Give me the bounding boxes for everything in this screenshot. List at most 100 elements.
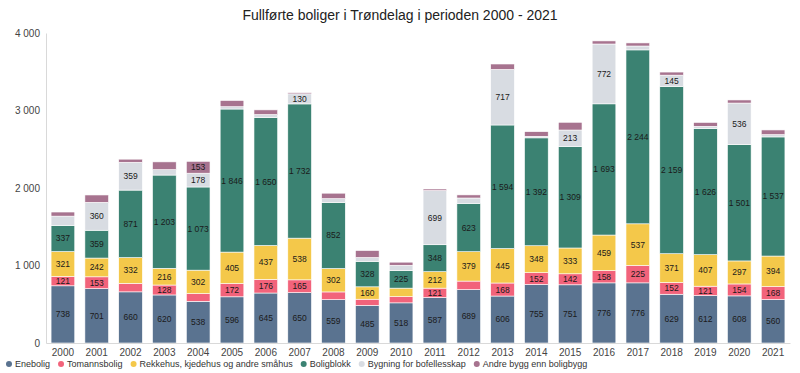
- data-label: 738: [56, 309, 70, 319]
- bar-segment: [626, 265, 650, 282]
- bar-segment: [727, 261, 751, 284]
- bar-segment: [558, 274, 582, 285]
- x-tick: 2005: [221, 343, 244, 358]
- bar-segment: [153, 162, 177, 170]
- data-label: 337: [56, 233, 70, 243]
- bar-segment: [254, 279, 278, 293]
- y-tick: 3 000: [15, 105, 46, 116]
- bar-segment: [457, 281, 481, 290]
- data-label: 560: [766, 316, 780, 326]
- bar-segment: [558, 248, 582, 274]
- legend-label: Rekkehus, kjedehus og andre småhus: [140, 359, 294, 369]
- bar-segment: [457, 198, 481, 203]
- data-label: 437: [259, 257, 273, 267]
- x-tick-label: 2018: [661, 347, 684, 358]
- bar-segment: [51, 225, 75, 251]
- data-label: 297: [732, 267, 746, 277]
- bar-segment: [220, 101, 244, 107]
- data-label: 225: [394, 274, 408, 284]
- x-axis-line: [47, 343, 791, 344]
- data-label: 152: [665, 283, 679, 293]
- bar-segment: [288, 238, 312, 280]
- bar-segment: [423, 189, 447, 191]
- bar-segment: [85, 277, 109, 289]
- bar-segment: [51, 216, 75, 225]
- bar-segment: [660, 294, 684, 343]
- bar-segment: [220, 252, 244, 283]
- bar-segment: [85, 289, 109, 343]
- data-label: 165: [293, 281, 307, 291]
- data-label: 1 392: [526, 187, 548, 197]
- data-label: 1 650: [255, 177, 277, 187]
- x-tick-label: 2015: [559, 347, 582, 358]
- bar-segment: [660, 282, 684, 294]
- bar-segment: [558, 285, 582, 343]
- data-label: 394: [766, 266, 780, 276]
- data-label: 213: [563, 133, 577, 143]
- data-label: 1 203: [154, 217, 176, 227]
- bar-segment: [525, 246, 549, 273]
- bar-segment: [355, 251, 379, 258]
- x-tick-label: 2012: [458, 347, 481, 358]
- data-label: 776: [631, 308, 645, 318]
- data-label: 650: [293, 313, 307, 323]
- bar-segment: [660, 86, 684, 253]
- data-label: 405: [225, 263, 239, 273]
- bar-segment: [355, 287, 379, 299]
- data-label: 701: [90, 311, 104, 321]
- bar-segment: [220, 297, 244, 343]
- y-axis: 01 0002 0003 0004 000: [15, 28, 47, 349]
- series: [51, 41, 785, 265]
- bar-segment: [119, 258, 143, 284]
- data-label: 328: [360, 269, 374, 279]
- y-axis-line: [46, 34, 47, 344]
- data-label: 121: [698, 286, 712, 296]
- bar-segment: [186, 161, 210, 173]
- bar-segment: [423, 272, 447, 288]
- x-tick-label: 2003: [153, 347, 176, 358]
- bar-segment: [389, 262, 413, 265]
- bar-segment: [626, 283, 650, 343]
- data-label: 302: [326, 275, 340, 285]
- bar-segment: [119, 283, 143, 292]
- bar-segment: [457, 252, 481, 281]
- bar-segment: [626, 46, 650, 50]
- data-label: 128: [157, 285, 171, 295]
- x-tick-label: 2011: [424, 347, 446, 358]
- bar-segment: [119, 190, 143, 258]
- x-tick-label: 2000: [52, 347, 75, 358]
- x-tick: 2001: [86, 343, 109, 358]
- data-label: 332: [123, 265, 137, 275]
- bar-segment: [491, 125, 515, 249]
- data-label: 178: [191, 175, 205, 185]
- x-tick-label: 2016: [593, 347, 616, 358]
- x-tick-label: 2014: [525, 347, 548, 358]
- data-label: 333: [563, 256, 577, 266]
- series: [51, 44, 785, 271]
- bar-segment: [761, 300, 785, 343]
- x-tick: 2015: [559, 343, 582, 358]
- bar-segment: [525, 132, 549, 137]
- data-label: 2 244: [627, 132, 649, 142]
- bar-segment: [288, 293, 312, 343]
- y-tick-label: 0: [34, 338, 40, 349]
- bar-segment: [694, 255, 718, 287]
- bar-segment: [355, 258, 379, 262]
- bar-segment: [694, 129, 718, 255]
- x-tick: 2014: [525, 343, 548, 358]
- data-label: 225: [631, 269, 645, 279]
- data-label: 154: [732, 285, 746, 295]
- data-label: 871: [123, 219, 137, 229]
- legend-item: Enebolig: [6, 359, 50, 369]
- bar-segment: [220, 109, 244, 252]
- y-tick-label: 1 000: [15, 260, 40, 271]
- bar-segment: [694, 296, 718, 343]
- bar-segment: [254, 115, 278, 118]
- data-label: 1 732: [289, 166, 311, 176]
- bar-segment: [423, 245, 447, 272]
- data-label: 620: [157, 314, 171, 324]
- data-label: 776: [597, 308, 611, 318]
- data-label: 1 501: [729, 198, 751, 208]
- bar-segment: [389, 265, 413, 270]
- data-label: 168: [495, 285, 509, 295]
